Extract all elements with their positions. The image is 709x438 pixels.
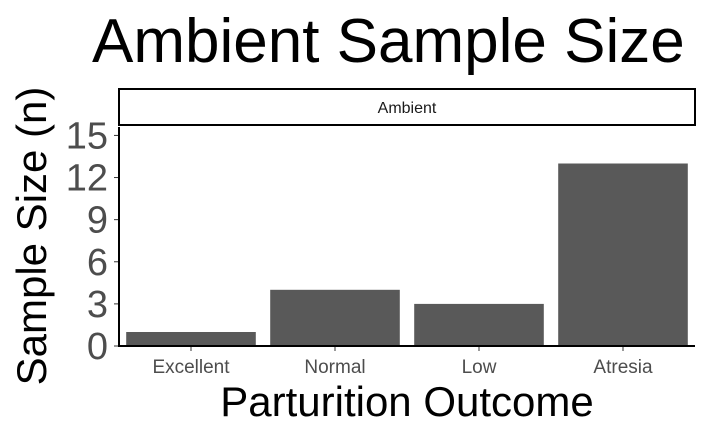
chart-title: Ambient Sample Size <box>92 7 685 76</box>
y-tick-label: 15 <box>66 115 108 157</box>
x-tick-label: Normal <box>304 357 365 378</box>
bar-normal <box>270 289 400 346</box>
bar-excellent <box>126 332 256 346</box>
y-tick-label: 9 <box>87 200 108 242</box>
y-tick-label: 12 <box>66 158 108 200</box>
y-axis-title: Sample Size (n) <box>8 87 55 386</box>
facet-strip <box>118 88 696 126</box>
x-axis-title: Parturition Outcome <box>220 378 594 425</box>
x-axis-ticks: Excellent Normal Low Atresia <box>152 346 653 378</box>
y-tick-label: 6 <box>87 242 108 284</box>
bar-atresia <box>558 163 688 346</box>
y-tick-label: 0 <box>87 326 108 368</box>
x-tick-label: Low <box>462 357 497 378</box>
facet-strip-label: Ambient <box>378 100 437 117</box>
x-tick-label: Atresia <box>593 357 653 378</box>
bar-low <box>414 303 544 346</box>
x-tick-label: Excellent <box>152 357 230 378</box>
bars-group <box>126 163 688 346</box>
y-tick-label: 3 <box>87 284 108 326</box>
